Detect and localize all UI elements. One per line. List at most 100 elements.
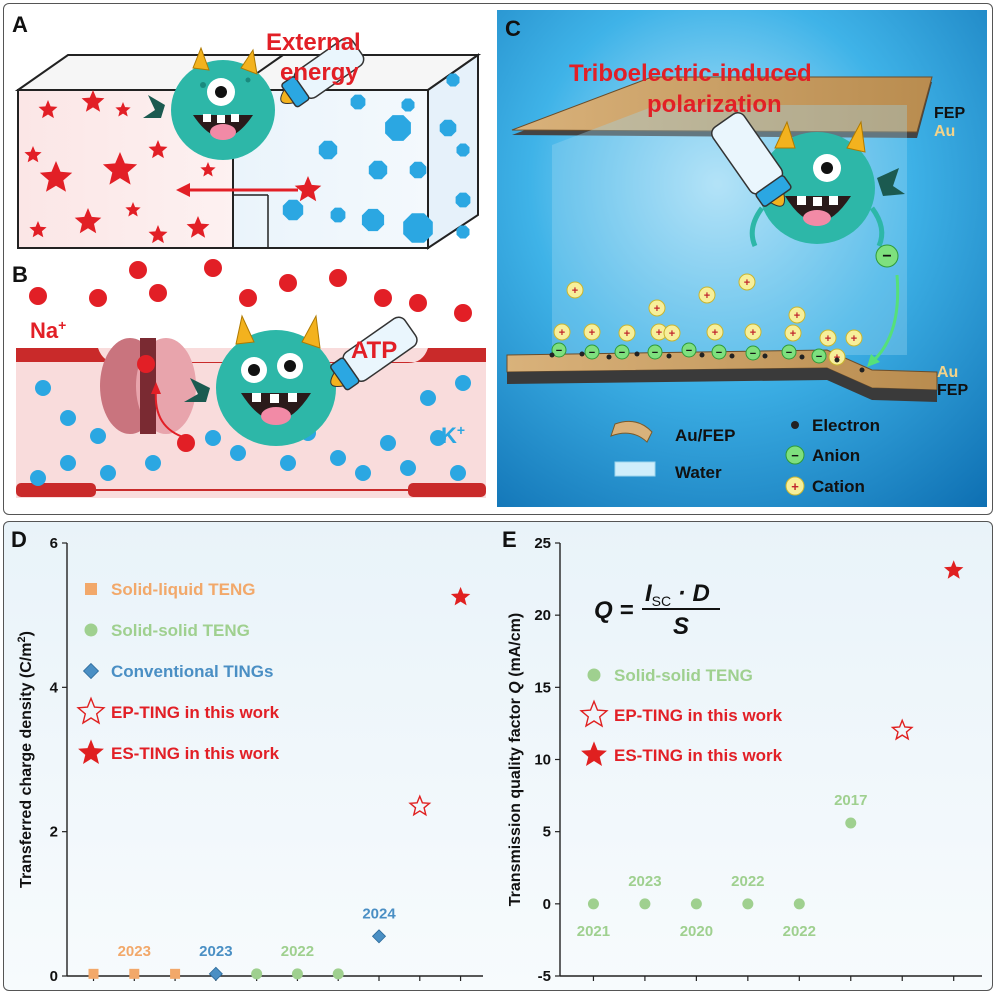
anion-sign-1: − xyxy=(589,347,595,359)
chart-e: E -5 0 5 10 15 20 25 Transmission quality facto… xyxy=(502,527,982,985)
ion-channel-protein xyxy=(100,338,196,434)
year-label-2: 2020 xyxy=(680,923,713,940)
panel-e-label: E xyxy=(502,527,517,552)
potassium-ion-13 xyxy=(400,460,416,476)
red-stars xyxy=(24,90,322,244)
formula-numerator: ISC · D xyxy=(645,580,710,609)
cation-sign-10: + xyxy=(825,333,831,345)
sodium-ion-7 xyxy=(329,269,347,287)
legend-marker-1 xyxy=(84,623,98,637)
legend-marker-4 xyxy=(78,739,104,764)
year-label-5: 2017 xyxy=(834,792,867,809)
anion-swatch xyxy=(785,445,805,465)
legend-cation: Cation xyxy=(812,477,865,496)
anion-swatch-sign: − xyxy=(791,448,799,463)
cation-sign-11: + xyxy=(559,327,565,339)
year-label-7: 2024 xyxy=(362,905,396,922)
water-swatch xyxy=(614,461,656,477)
cation-9 xyxy=(784,324,802,342)
sodium-ion-10 xyxy=(374,289,392,307)
data-point-3 xyxy=(208,966,223,981)
data-point-7 xyxy=(371,929,387,944)
data-point-2 xyxy=(690,898,702,910)
anion-sign-8: − xyxy=(816,351,822,363)
y-tick-label-0: 0 xyxy=(50,968,58,985)
cation-11 xyxy=(553,323,571,341)
anion-arrow-head xyxy=(867,354,880,367)
potassium-ion-3 xyxy=(90,428,106,444)
y-tick-label-2: 4 xyxy=(50,679,59,696)
anion-5 xyxy=(711,344,727,360)
cation-sign-5: + xyxy=(624,328,630,340)
atp-label: ATP xyxy=(351,337,397,364)
legend-marker-1 xyxy=(579,699,609,728)
y-tick-label-2: 5 xyxy=(543,824,551,841)
monster-character-c xyxy=(749,120,905,248)
au-fep-swatch xyxy=(610,420,653,443)
sodium-ion-3 xyxy=(89,289,107,307)
potassium-ion-1 xyxy=(60,410,76,426)
pump-arrow-head xyxy=(151,382,161,394)
y-axis-label: Transferred charge density (C/m2) xyxy=(16,631,35,888)
anion-6 xyxy=(745,345,761,361)
red-star-8 xyxy=(125,202,141,217)
data-point-5 xyxy=(845,817,857,829)
red-star-1 xyxy=(81,90,105,112)
external-energy-line1: External xyxy=(266,29,361,56)
potassium-ion-8 xyxy=(280,455,296,471)
electron-5 xyxy=(699,352,705,358)
potassium-ion-5 xyxy=(145,455,161,471)
external-energy-line2: energy xyxy=(280,59,359,86)
data-point-7 xyxy=(944,560,964,579)
cation-5 xyxy=(618,324,636,342)
y-tick-label-1: 2 xyxy=(50,824,58,841)
top-fep-label: FEP xyxy=(934,105,965,122)
blue-octagon-2 xyxy=(446,73,460,87)
sodium-ion-1 xyxy=(204,259,222,277)
sodium-ion-5 xyxy=(239,289,257,307)
year-label-1: 2023 xyxy=(118,943,151,960)
anion-sign: − xyxy=(882,248,891,265)
cation-2 xyxy=(738,273,756,291)
data-point-0 xyxy=(88,968,99,979)
red-star-2 xyxy=(115,102,131,117)
year-label-3: 2022 xyxy=(731,873,764,890)
legend-water: Water xyxy=(675,463,722,482)
sodium-ion-pumped xyxy=(177,434,195,452)
potassium-ion-0 xyxy=(35,380,51,396)
blue-octagon-10 xyxy=(361,208,385,232)
blue-octagon-11 xyxy=(403,213,433,243)
potassium-ion-16 xyxy=(450,465,466,481)
cation-0 xyxy=(566,281,584,299)
legend-anion: Anion xyxy=(812,446,860,465)
data-point-9 xyxy=(450,586,471,606)
panel-b: B ATP Na+ K+ xyxy=(12,259,486,498)
sodium-ion-9 xyxy=(454,304,472,322)
feeding-bottle-b xyxy=(330,316,418,391)
bottom-fep-label: FEP xyxy=(937,382,968,399)
cation-13 xyxy=(698,286,716,304)
red-star-11 xyxy=(29,221,47,238)
anion-3 xyxy=(647,344,663,360)
anion-sign-7: − xyxy=(786,347,792,359)
legend-label-3: EP-TING in this work xyxy=(111,703,280,722)
potassium-ion-14 xyxy=(430,430,446,446)
bottom-figure-frame xyxy=(3,521,993,991)
electron-9 xyxy=(834,357,840,363)
y-tick-label-3: 10 xyxy=(534,752,551,769)
legend-label-2: ES-TING in this work xyxy=(614,746,783,765)
anion-4 xyxy=(681,342,697,358)
data-point-6 xyxy=(332,968,344,980)
cation-15 xyxy=(828,348,846,366)
blue-octagon-9 xyxy=(330,207,346,223)
cation-1 xyxy=(648,299,666,317)
legend-marker-2 xyxy=(82,662,100,680)
cation-swatch-sign: + xyxy=(791,479,799,494)
blue-octagon-13 xyxy=(456,225,470,239)
red-star-0 xyxy=(38,100,58,119)
anion-7 xyxy=(781,344,797,360)
feeding-bottle-c xyxy=(711,112,792,207)
cation-12 xyxy=(845,329,863,347)
anion-sign-6: − xyxy=(750,348,756,360)
cation-4 xyxy=(583,323,601,341)
